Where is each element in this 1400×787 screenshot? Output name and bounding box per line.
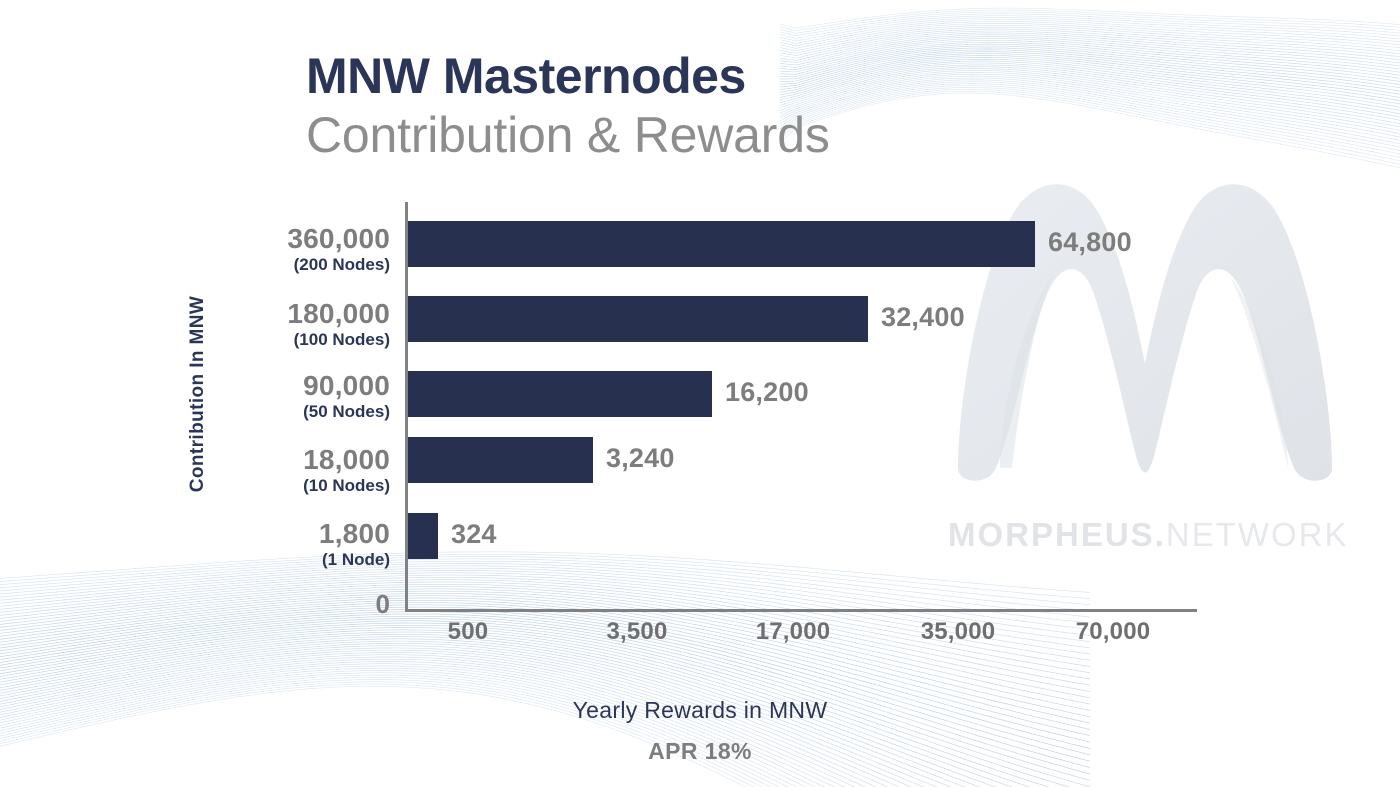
contribution-amount: 1,800 (318, 518, 390, 549)
y-axis-tick-label: 18,000 (10 Nodes) (145, 444, 390, 495)
node-count-label: (50 Nodes) (303, 402, 390, 421)
page-title: MNW Masternodes (306, 48, 746, 104)
node-count-label: (100 Nodes) (293, 330, 390, 349)
contribution-amount: 180,000 (287, 298, 390, 329)
node-count-label: (200 Nodes) (293, 255, 390, 274)
bar (408, 221, 1035, 267)
y-axis-zero-label: 0 (375, 589, 390, 619)
x-axis-caption: Yearly Rewards in MNW (572, 697, 828, 723)
y-axis-tick-label: 1,800 (1 Node) (145, 518, 390, 569)
x-axis-tick-label: 17,000 (755, 618, 831, 645)
y-axis-tick-label: 90,000 (50 Nodes) (145, 370, 390, 421)
bar (408, 371, 712, 417)
contribution-amount: 360,000 (287, 223, 390, 254)
x-axis-tick-label: 500 (447, 618, 489, 645)
x-axis-tick-label: 35,000 (920, 618, 996, 645)
contribution-amount: 90,000 (303, 370, 390, 401)
node-count-label: (1 Node) (322, 550, 390, 569)
node-count-label: (10 Nodes) (303, 476, 390, 495)
y-axis-tick-label: 360,000 (200 Nodes) (145, 223, 390, 274)
y-axis-line (405, 202, 408, 612)
contribution-amount: 18,000 (303, 444, 390, 475)
x-axis-tick-label: 3,500 (606, 618, 668, 645)
bar-value-label: 16,200 (725, 377, 809, 407)
page-subtitle: Contribution & Rewards (306, 107, 830, 163)
bar-value-label: 324 (451, 519, 497, 549)
y-axis-tick-label: 180,000 (100 Nodes) (145, 298, 390, 349)
apr-annotation: APR 18% (648, 738, 752, 764)
bar-value-label: 32,400 (881, 302, 965, 332)
bar (408, 513, 438, 559)
bar-value-label: 3,240 (606, 443, 675, 473)
x-axis-tick-label: 70,000 (1075, 618, 1151, 645)
bar (408, 437, 593, 483)
bar (408, 296, 868, 342)
x-axis-line (405, 609, 1197, 612)
bar-value-label: 64,800 (1048, 227, 1132, 257)
